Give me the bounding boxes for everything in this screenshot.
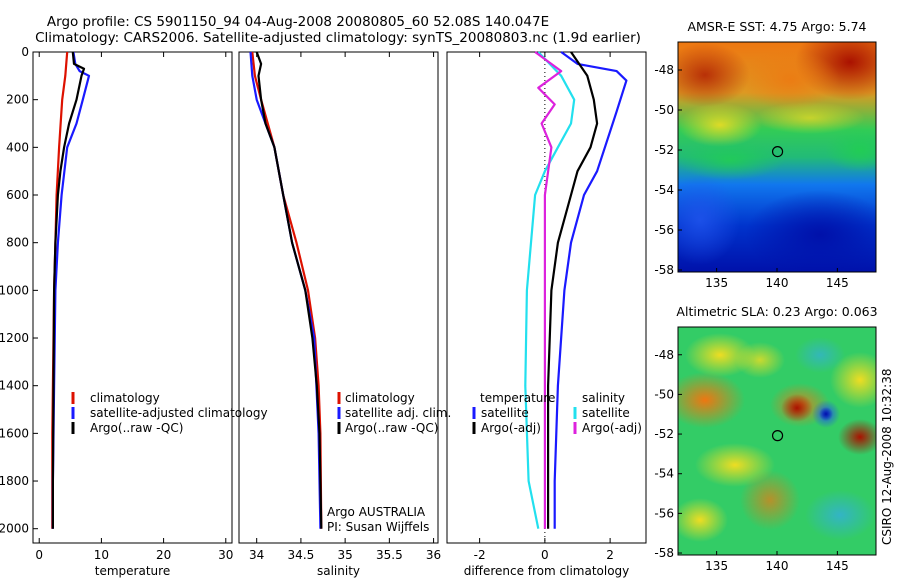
series-line-3	[51, 51, 86, 529]
legend-label-argo: Argo(..raw -QC)	[90, 421, 183, 435]
series-line-3	[524, 51, 576, 529]
sla-map-axes: 135 140 145 -48 -50 -52 -54 -56 -58	[654, 348, 848, 573]
lat-tick-label: -58	[654, 263, 674, 277]
sla-float-marker	[771, 430, 784, 442]
temperature-legend: climatology satellite-adjusted climatolo…	[71, 391, 268, 435]
lon-tick-label: 135	[705, 559, 728, 573]
sla-map-title: Altimetric SLA: 0.23 Argo: 0.063	[676, 304, 877, 319]
y-tick-label: 1400	[0, 379, 29, 393]
x-tick-label: 0	[35, 548, 43, 562]
x-tick-label: 36	[426, 548, 441, 562]
salinity-profile-panel: 34 34.5 35 35.5 36 salinity	[238, 51, 441, 578]
lon-tick-label: 145	[826, 559, 849, 573]
timestamp-side-text: CSIRO 12-Aug-2008 10:32:38	[880, 369, 894, 545]
series-line-2	[546, 51, 599, 529]
plot-frame	[238, 51, 439, 544]
series-line-3	[255, 51, 323, 529]
series-line-2	[51, 51, 91, 529]
x-tick-label: 30	[218, 548, 233, 562]
lat-tick-label: -52	[654, 427, 674, 441]
legend-label-satellite-temp: satellite	[481, 406, 529, 420]
figure-title-line1: Argo profile: CS 5901150_94 04-Aug-2008 …	[47, 14, 549, 30]
salinity-legend: climatology satellite adj. clim. Argo(..…	[337, 391, 451, 435]
lat-tick-label: -54	[654, 183, 674, 197]
x-axis-label: salinity	[317, 564, 360, 578]
y-tick-label: 2000	[0, 522, 29, 536]
lat-tick-label: -52	[654, 143, 674, 157]
legend-label-climatology: climatology	[345, 391, 415, 405]
lat-tick-label: -56	[654, 506, 674, 520]
y-tick-label: 1000	[0, 283, 29, 297]
y-tick-label: 200	[6, 93, 29, 107]
y-tick-label: 1800	[0, 474, 29, 488]
legend-label-satellite: satellite adj. clim.	[345, 406, 451, 420]
lat-tick-label: -56	[654, 223, 674, 237]
x-tick-label: -2	[474, 548, 486, 562]
y-tick-label: 600	[6, 188, 29, 202]
x-tick-label: 35.5	[376, 548, 403, 562]
lat-tick-label: -50	[654, 103, 674, 117]
y-tick-label: 1600	[0, 426, 29, 440]
x-tick-label: 10	[94, 548, 109, 562]
lat-tick-label: -58	[654, 546, 674, 560]
y-tick-label: 1200	[0, 331, 29, 345]
x-tick-label: 0	[541, 548, 549, 562]
lon-tick-label: 140	[766, 276, 789, 290]
y-tick-label: 800	[6, 236, 29, 250]
credit-line1: Argo AUSTRALIA	[327, 505, 426, 519]
legend-label-argo: Argo(..raw -QC)	[345, 421, 438, 435]
legend-label-satellite-sal: satellite	[582, 406, 630, 420]
sst-map	[678, 42, 876, 272]
sst-float-marker	[771, 146, 784, 158]
lon-tick-label: 135	[705, 276, 728, 290]
lon-tick-label: 140	[766, 559, 789, 573]
series-line-4	[534, 51, 563, 529]
series-line-1	[251, 51, 323, 529]
legend-header-salinity: salinity	[582, 391, 625, 405]
legend-label-argo-temp: Argo(-adj)	[481, 421, 541, 435]
x-tick-label: 35	[337, 548, 352, 562]
x-tick-label: 34	[249, 548, 264, 562]
series-line-1	[553, 51, 628, 529]
lon-tick-label: 145	[826, 276, 849, 290]
lat-tick-label: -48	[654, 348, 674, 362]
plot-frame	[446, 51, 647, 544]
difference-profile-panel: -2 0 2 difference from climatology	[446, 51, 647, 578]
legend-label-satellite: satellite-adjusted climatology	[90, 406, 268, 420]
legend-label-climatology: climatology	[90, 391, 160, 405]
x-axis-label: difference from climatology	[464, 564, 630, 578]
x-tick-label: 34.5	[288, 548, 315, 562]
y-tick-label: 400	[6, 140, 29, 154]
x-tick-label: 20	[156, 548, 171, 562]
plot-frame	[32, 51, 233, 544]
sst-map-axes: 135 140 145 -48 -50 -52 -54 -56 -58	[654, 63, 848, 290]
x-tick-label: 2	[606, 548, 614, 562]
y-tick-label: 0	[21, 45, 29, 59]
sla-map	[678, 327, 876, 555]
temperature-profile-panel: 0 10 20 30 0 200 400 600 800 1000 1200 1400 1600 1800…	[0, 45, 233, 578]
lat-tick-label: -54	[654, 467, 674, 481]
credit-line2: PI: Susan Wijffels	[327, 520, 429, 534]
x-axis-label: temperature	[95, 564, 170, 578]
lat-tick-label: -48	[654, 63, 674, 77]
figure-title-line2: Climatology: CARS2006. Satellite-adjuste…	[35, 30, 641, 46]
difference-legend: temperature satellite Argo(-adj) salinit…	[472, 391, 642, 435]
legend-header-temperature: temperature	[480, 391, 555, 405]
series-line-2	[249, 51, 322, 529]
sst-map-title: AMSR-E SST: 4.75 Argo: 5.74	[687, 19, 866, 34]
legend-label-argo-sal: Argo(-adj)	[582, 421, 642, 435]
lat-tick-label: -50	[654, 387, 674, 401]
